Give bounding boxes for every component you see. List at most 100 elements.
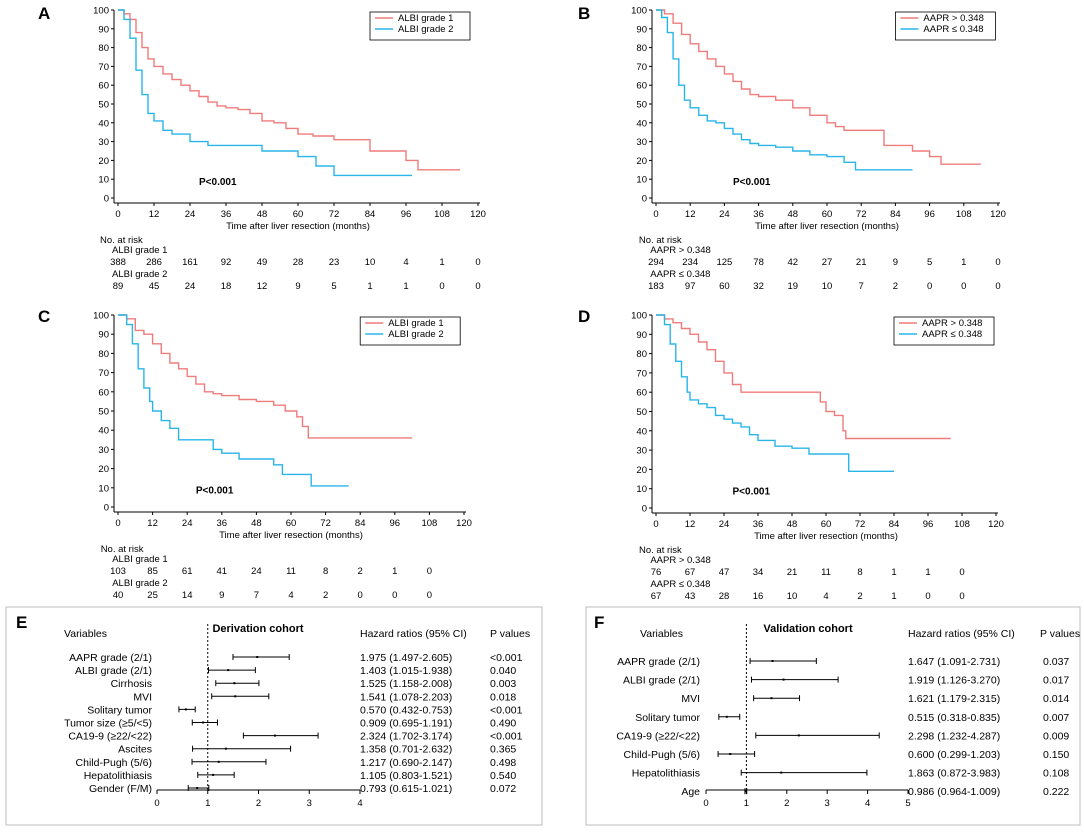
variable-name: CA19-9 (≥22/<22) [616, 730, 700, 742]
x-tick-label: 24 [182, 518, 193, 529]
panel-label: A [38, 4, 50, 23]
risk-value: 1 [439, 257, 444, 268]
y-tick-label: 90 [98, 24, 109, 35]
y-tick-label: 80 [636, 349, 647, 360]
y-tick-label: 50 [636, 407, 647, 418]
y-tick-label: 80 [98, 43, 109, 54]
survival-curve-group2 [118, 314, 349, 487]
forest-tick-label: 1 [205, 798, 210, 809]
forest-tick-label: 2 [256, 798, 261, 809]
risk-value: 24 [251, 566, 262, 577]
hr-value: 1.525 (1.158-2.008) [360, 678, 452, 690]
y-tick-label: 50 [636, 100, 647, 111]
risk-row-label: AAPR ≤ 0.348 [650, 579, 710, 590]
risk-value: 47 [719, 567, 730, 578]
x-tick-label: 60 [822, 209, 833, 220]
risk-value: 9 [219, 590, 224, 601]
risk-value: 18 [221, 281, 232, 292]
hr-point [729, 753, 732, 755]
variable-name: Solitary tumor [87, 704, 152, 716]
risk-value: 2 [857, 591, 862, 602]
y-tick-label: 70 [98, 368, 109, 379]
y-tick-label: 50 [98, 100, 109, 111]
y-tick-label: 100 [93, 311, 109, 322]
y-tick-label: 40 [98, 426, 109, 437]
variable-name: Tumor size (≥5/<5) [64, 718, 152, 730]
risk-value: 0 [925, 591, 930, 602]
risk-value: 0 [959, 591, 964, 602]
risk-value: 8 [323, 566, 328, 577]
header-variables: Variables [640, 628, 683, 640]
variable-name: Gender (F/M) [89, 783, 152, 795]
forest-tick-label: 2 [784, 798, 789, 809]
risk-value: 1 [891, 567, 896, 578]
risk-value: 5 [331, 281, 336, 292]
risk-value: 183 [648, 281, 664, 292]
y-tick-label: 0 [104, 194, 109, 205]
p-value: 0.037 [1043, 656, 1069, 668]
legend-label: AAPR ≤ 0.348 [923, 24, 983, 35]
hr-value: 0.570 (0.432-0.753) [360, 704, 452, 716]
y-tick-label: 10 [98, 483, 109, 494]
panel-label: F [594, 613, 604, 632]
p-value: 0.007 [1043, 712, 1069, 724]
hr-point [797, 734, 800, 737]
risk-value: 0 [427, 590, 432, 601]
p-value: 0.490 [490, 718, 516, 730]
legend-label: AAPR ≤ 0.348 [922, 329, 982, 340]
risk-value: 1 [367, 281, 372, 292]
risk-value: 28 [719, 591, 730, 602]
risk-value: 0 [392, 590, 397, 601]
y-tick-label: 60 [636, 388, 647, 399]
forest-tick-label: 5 [905, 798, 910, 809]
p-value: <0.001 [490, 704, 523, 716]
hr-value: 1.358 (0.701-2.632) [360, 744, 452, 756]
risk-value: 7 [859, 281, 864, 292]
risk-value: 0 [439, 281, 444, 292]
y-tick-label: 0 [104, 503, 109, 514]
forest-title: Derivation cohort [212, 623, 303, 635]
x-tick-label: 48 [787, 519, 798, 530]
risk-value: 40 [113, 590, 124, 601]
y-tick-label: 10 [98, 175, 109, 186]
hr-value: 1.217 (0.690-2.147) [360, 757, 452, 769]
hr-value: 0.600 (0.299-1.203) [908, 749, 1000, 761]
risk-row-label: ALBI grade 2 [112, 578, 167, 589]
x-tick-label: 96 [924, 209, 935, 220]
y-tick-label: 90 [98, 330, 109, 341]
legend-box [359, 316, 461, 346]
header-p-values: P values [1040, 628, 1080, 640]
hr-value: 1.975 (1.497-2.605) [360, 652, 452, 664]
p-value: P<0.001 [733, 177, 771, 188]
risk-value: 0 [358, 590, 363, 601]
risk-value: 10 [787, 591, 798, 602]
y-tick-label: 100 [93, 6, 109, 17]
x-tick-label: 12 [147, 518, 158, 529]
legend-box [369, 11, 471, 41]
x-tick-label: 108 [954, 519, 970, 530]
risk-value: 21 [787, 567, 798, 578]
y-tick-label: 50 [98, 407, 109, 418]
risk-value: 0 [475, 257, 480, 268]
p-value: 0.003 [490, 678, 516, 690]
x-tick-label: 36 [753, 209, 764, 220]
risk-value: 4 [288, 590, 293, 601]
risk-value: 1 [925, 567, 930, 578]
hr-point [234, 695, 237, 698]
y-tick-label: 60 [98, 387, 109, 398]
variable-name: Child-Pugh (5/6) [76, 757, 152, 769]
variable-name: Age [681, 786, 700, 798]
x-tick-label: 60 [293, 209, 304, 220]
risk-value: 1 [891, 591, 896, 602]
x-tick-label: 48 [257, 209, 268, 220]
risk-value: 11 [821, 567, 831, 578]
forest-panel-f: F Validation cohort Variables Hazard ratios… [585, 606, 1081, 826]
risk-value: 0 [959, 567, 964, 578]
x-tick-label: 24 [719, 209, 730, 220]
x-axis-title: Time after liver resection (months) [219, 530, 363, 541]
hr-point [725, 715, 728, 718]
survival-curve-group2 [656, 314, 894, 472]
